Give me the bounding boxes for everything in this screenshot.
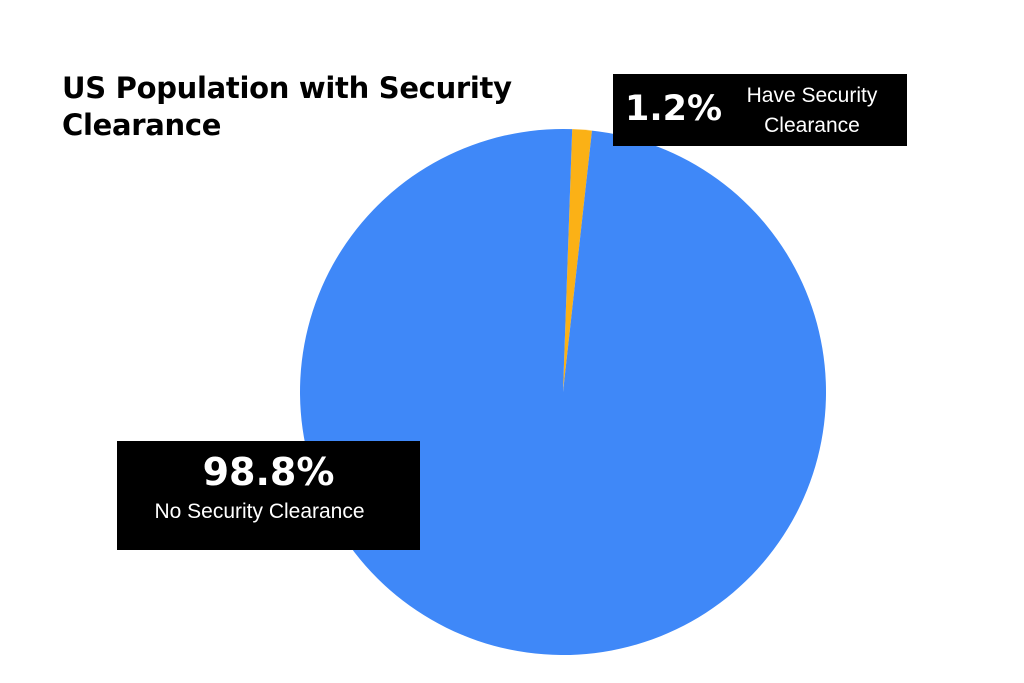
pie-slice-no-clearance — [300, 128, 827, 655]
data-label-have-clearance: 1.2% Have Security Clearance — [613, 74, 907, 146]
chart-title: US Population with Security Clearance — [62, 71, 512, 142]
pie-slice-have-clearance — [563, 129, 592, 392]
data-label-no-clearance-value: 98.8% — [202, 450, 335, 494]
data-label-no-clearance: 98.8% No Security Clearance — [117, 441, 420, 550]
data-label-no-clearance-name: No Security Clearance — [154, 500, 365, 523]
data-label-have-clearance-value: 1.2% — [625, 89, 723, 129]
data-label-have-clearance-name: Have Security Clearance — [746, 84, 878, 137]
